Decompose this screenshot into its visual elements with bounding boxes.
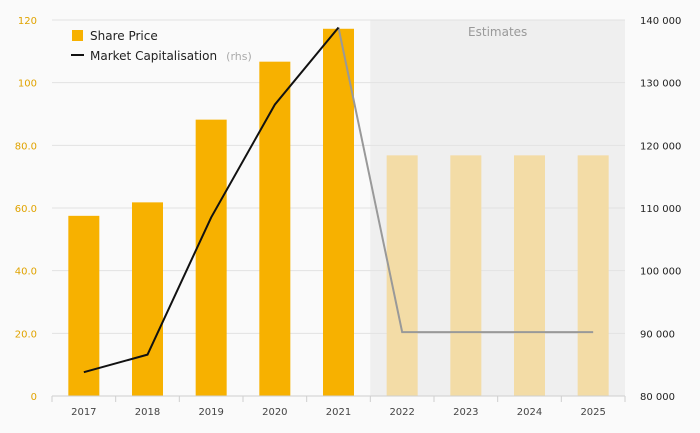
y-left-tick-label: 100: [18, 79, 37, 90]
y-left-tick-label: 120: [18, 16, 37, 27]
x-tick-label-2018: 2018: [135, 407, 160, 418]
x-tick-label-2025: 2025: [580, 407, 605, 418]
axes: 2017 2018 2019 2020 2021 2022 2023 2024 2025 0 20.…: [15, 16, 682, 418]
y-right-tick-label: 120 000: [640, 141, 681, 152]
legend-swatch-share-price: [72, 30, 83, 41]
legend-market-cap-suffix: (rhs): [226, 50, 252, 63]
x-tick-label-2020: 2020: [262, 407, 287, 418]
bar-share-price-2023: [450, 155, 482, 396]
y-left-tick-label: 20.0: [15, 329, 37, 340]
x-tick-label-2022: 2022: [389, 407, 414, 418]
market-cap-line: [83, 26, 594, 374]
y-left-tick-label: 80.0: [15, 141, 37, 152]
legend: Share Price Market Capitalisation (rhs): [71, 29, 252, 64]
y-left-tick-label: 40.0: [15, 267, 37, 278]
y-right-tick-label: 90 000: [640, 329, 675, 340]
bar-share-price-2020: [259, 61, 291, 396]
legend-label-share-price: Share Price: [90, 29, 158, 43]
bar-share-price-2017: [68, 215, 100, 396]
x-tick-label-2017: 2017: [71, 407, 96, 418]
legend-label-market-cap: Market Capitalisation (rhs): [90, 45, 252, 64]
y-right-tick-label: 80 000: [640, 392, 675, 403]
y-right-tick-label: 110 000: [640, 204, 681, 215]
legend-market-cap-name: Market Capitalisation: [90, 49, 217, 63]
bar-share-price-2024: [514, 155, 545, 396]
y-right-tick-label: 140 000: [640, 16, 681, 27]
x-tick-label-2023: 2023: [453, 407, 478, 418]
line-market-cap-estimate: [337, 27, 594, 334]
x-tick-label-2019: 2019: [198, 407, 223, 418]
x-tick-label-2024: 2024: [517, 407, 542, 418]
estimates-label: Estimates: [468, 25, 527, 39]
bar-share-price-2018: [132, 202, 163, 396]
bar-share-price-2022: [386, 155, 418, 396]
bar-share-price-2019: [195, 119, 227, 396]
line-market-cap-actual: [83, 26, 340, 374]
y-left-tick-label: 60.0: [15, 204, 37, 215]
bar-share-price-2021: [323, 28, 354, 396]
x-tick-label-2021: 2021: [326, 407, 351, 418]
share-price-bars: [68, 28, 609, 396]
y-right-tick-label: 130 000: [640, 79, 681, 90]
bar-share-price-2025: [577, 155, 609, 396]
y-right-tick-label: 100 000: [640, 267, 681, 278]
y-left-tick-label: 0: [31, 392, 37, 403]
